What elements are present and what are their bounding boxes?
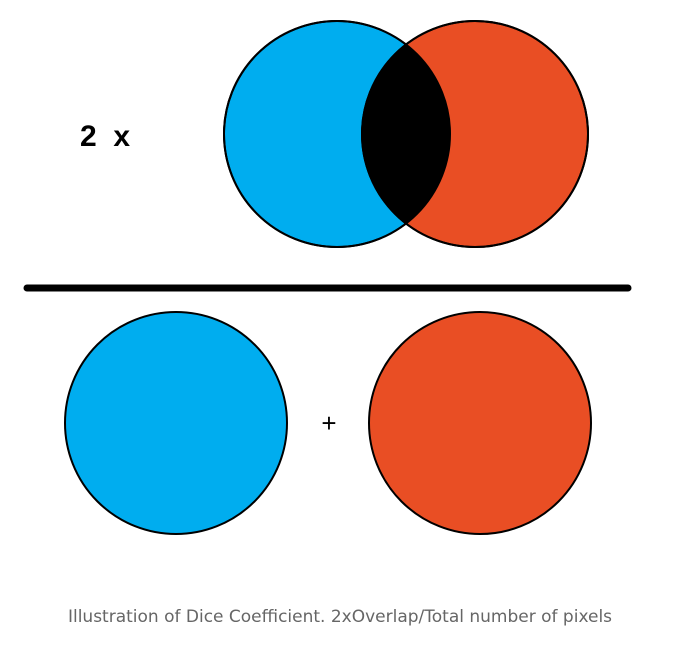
set-b-outline xyxy=(361,20,589,248)
multiplier-label: 2 x xyxy=(80,120,130,153)
denominator: + xyxy=(64,311,592,535)
set-b-total-circle xyxy=(368,311,592,535)
numerator-venn xyxy=(223,20,589,248)
set-a-total-circle xyxy=(64,311,288,535)
plus-sign: + xyxy=(321,408,336,438)
set-a-outline xyxy=(223,20,451,248)
figure-caption: Illustration of Dice Coefficient. 2xOver… xyxy=(67,607,613,627)
overlap-region xyxy=(362,21,450,247)
